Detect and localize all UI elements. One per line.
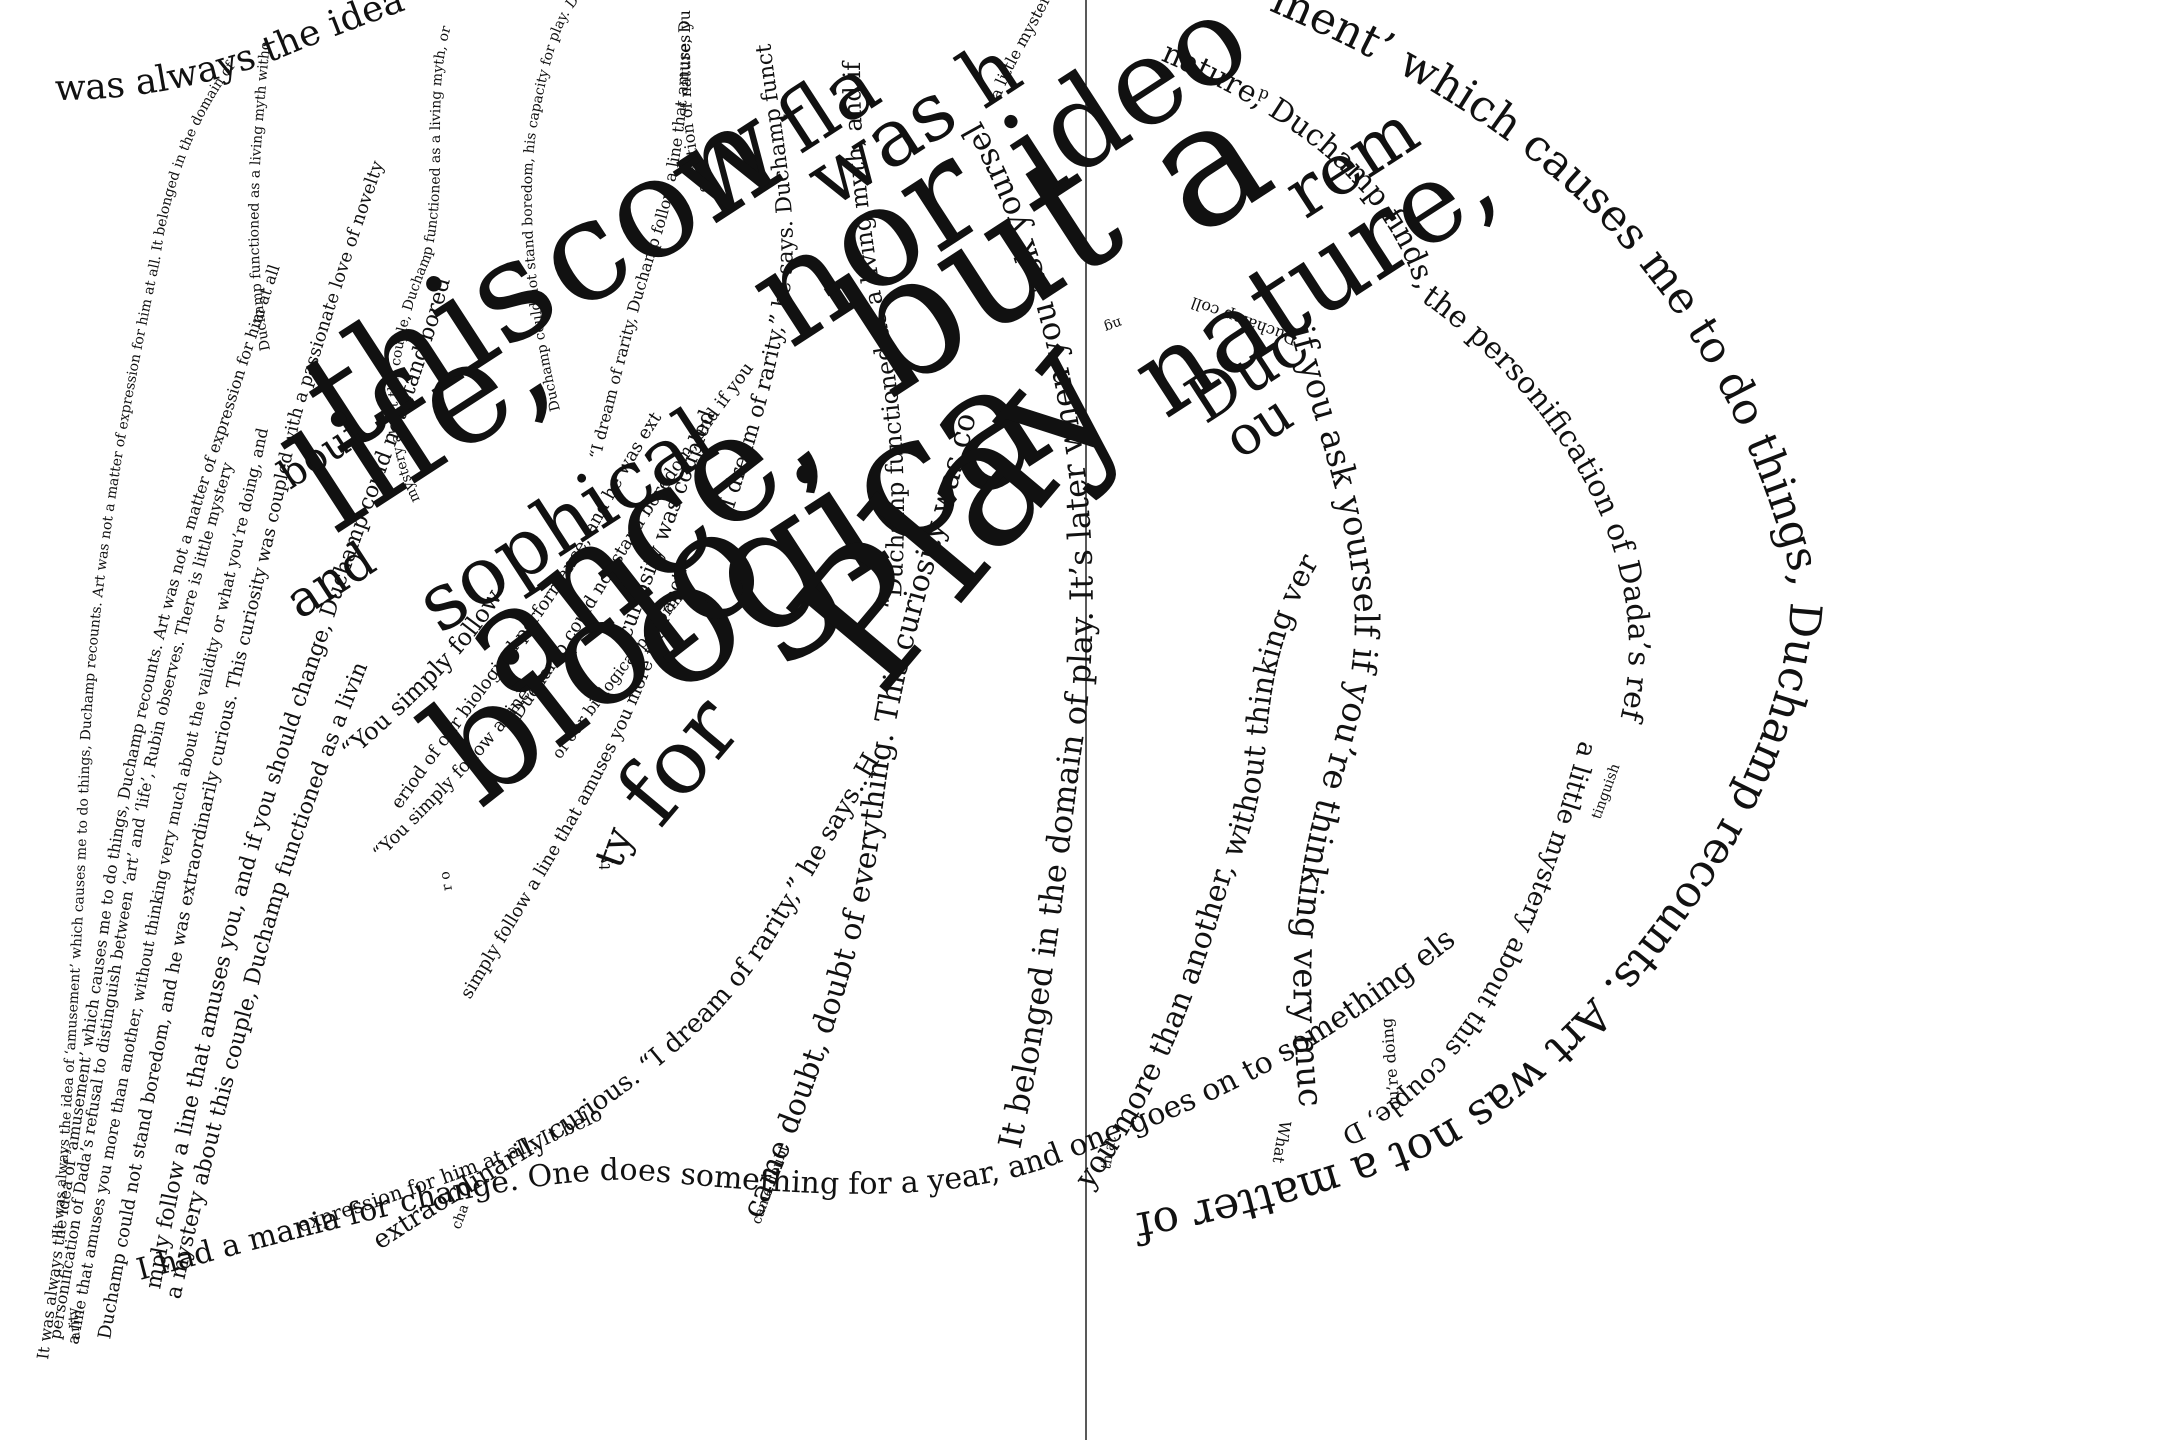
fragment-ng: ng bbox=[1102, 314, 1124, 335]
fragment-r-o: r o bbox=[437, 870, 456, 892]
fragment-ty: ty bbox=[595, 855, 614, 870]
fragment-th-at: th at bbox=[1098, 1135, 1120, 1171]
fragment-youre-doing: ou’re doing bbox=[1377, 1017, 1404, 1111]
fragment-what: What bbox=[1269, 1119, 1295, 1165]
fragment-arity: arity bbox=[65, 1307, 84, 1341]
